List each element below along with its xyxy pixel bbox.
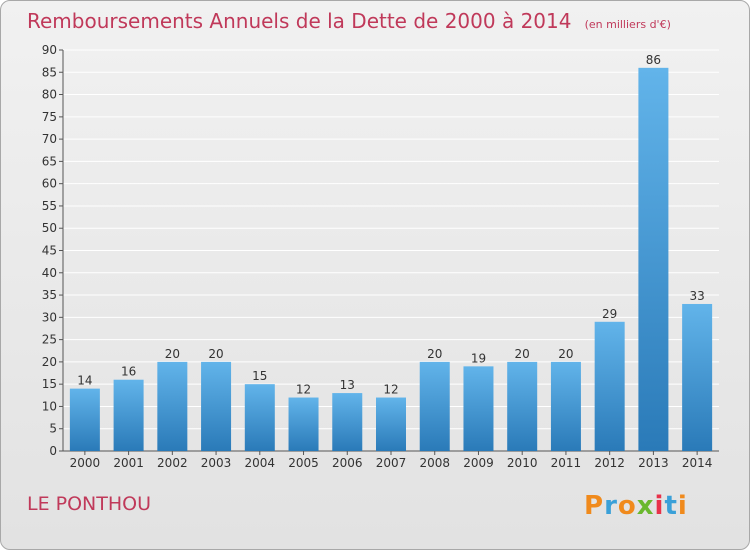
x-tick-label: 2002 [157, 456, 188, 470]
bar [113, 379, 144, 451]
bar [332, 393, 363, 451]
x-tick-label: 2011 [551, 456, 582, 470]
x-tick-label: 2014 [682, 456, 713, 470]
bar [463, 366, 494, 451]
bar [376, 397, 406, 451]
y-tick-label: 90 [42, 43, 57, 57]
data-label: 12 [383, 383, 398, 397]
y-tick-label: 15 [42, 377, 57, 391]
bars [69, 67, 713, 452]
bar [244, 384, 275, 451]
data-labels: 14 16 20 20 15 12 13 12 20 19 20 20 29 86 33 [77, 53, 705, 397]
y-tick-label: 30 [42, 310, 57, 324]
data-label: 86 [646, 53, 661, 67]
y-tick-label: 40 [42, 266, 57, 280]
x-tick-label: 2010 [507, 456, 538, 470]
y-tick-label: 45 [42, 244, 57, 258]
x-tick-label: 2007 [376, 456, 407, 470]
x-tick-label: 2004 [245, 456, 276, 470]
bar [682, 303, 713, 451]
data-label: 12 [296, 383, 311, 397]
y-tick-label: 0 [49, 444, 57, 458]
y-tick-label: 85 [42, 65, 57, 79]
y-tick-label: 70 [42, 132, 57, 146]
chart-unit: (en milliers d'€) [584, 18, 671, 31]
y-tick-label: 10 [42, 399, 57, 413]
data-label: 20 [208, 347, 223, 361]
y-tick-label: 5 [49, 422, 57, 436]
bar [638, 67, 669, 452]
logo-letter: P [584, 491, 605, 521]
data-label: 14 [77, 374, 92, 388]
x-tick-label: 2008 [419, 456, 450, 470]
x-tick-label: 2009 [463, 456, 494, 470]
y-tick-label: 55 [42, 199, 57, 213]
title-row: Remboursements Annuels de la Dette de 20… [27, 9, 671, 33]
data-label: 16 [121, 365, 136, 379]
bar [288, 397, 319, 451]
logo-letter: i [677, 491, 688, 521]
x-tick-label: 2006 [332, 456, 363, 470]
bar [69, 388, 100, 451]
chart-title: Remboursements Annuels de la Dette de 20… [27, 9, 572, 33]
x-tick-label: 2013 [638, 456, 669, 470]
proxiti-logo: Proxiti [584, 491, 688, 521]
x-tick-label: 2003 [201, 456, 232, 470]
y-tick-label: 35 [42, 288, 57, 302]
logo-letter: r [604, 491, 618, 521]
y-tick-label: 65 [42, 154, 57, 168]
data-label: 13 [340, 378, 355, 392]
data-label: 33 [689, 289, 704, 303]
x-tick-label: 2000 [70, 456, 101, 470]
logo-letter: t [664, 491, 678, 521]
x-tick-label: 2005 [288, 456, 319, 470]
x-tick-label: 2001 [113, 456, 144, 470]
data-label: 20 [427, 347, 442, 361]
logo-letter: x [636, 491, 655, 521]
data-label: 29 [602, 307, 617, 321]
y-tick-label: 50 [42, 221, 57, 235]
bar [419, 361, 450, 451]
axes: 0 5 10 15 20 25 30 35 40 45 50 55 60 65 70 75 80 85 90 2000… [42, 43, 719, 470]
bar [594, 321, 625, 451]
y-tick-label: 60 [42, 177, 57, 191]
bar [201, 361, 232, 451]
data-label: 20 [165, 347, 180, 361]
logo-letter: o [617, 491, 637, 521]
data-label: 20 [515, 347, 530, 361]
y-tick-label: 20 [42, 355, 57, 369]
data-label: 20 [558, 347, 573, 361]
data-label: 19 [471, 351, 486, 365]
y-tick-label: 80 [42, 88, 57, 102]
bar [157, 361, 188, 451]
x-tick-label: 2012 [594, 456, 625, 470]
y-tick-label: 75 [42, 110, 57, 124]
bar [507, 361, 538, 451]
data-label: 15 [252, 369, 267, 383]
bar [550, 361, 581, 451]
logo-letter: i [654, 491, 665, 521]
y-tick-label: 25 [42, 333, 57, 347]
commune-name: LE PONTHOU [27, 493, 152, 515]
